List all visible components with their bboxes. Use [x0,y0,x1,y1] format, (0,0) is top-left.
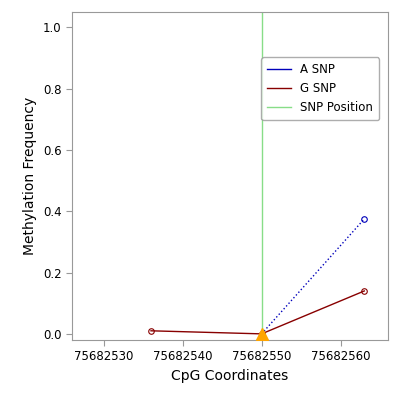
Legend: A SNP, G SNP, SNP Position: A SNP, G SNP, SNP Position [261,57,379,120]
Y-axis label: Methylation Frequency: Methylation Frequency [24,97,38,255]
X-axis label: CpG Coordinates: CpG Coordinates [171,369,289,383]
